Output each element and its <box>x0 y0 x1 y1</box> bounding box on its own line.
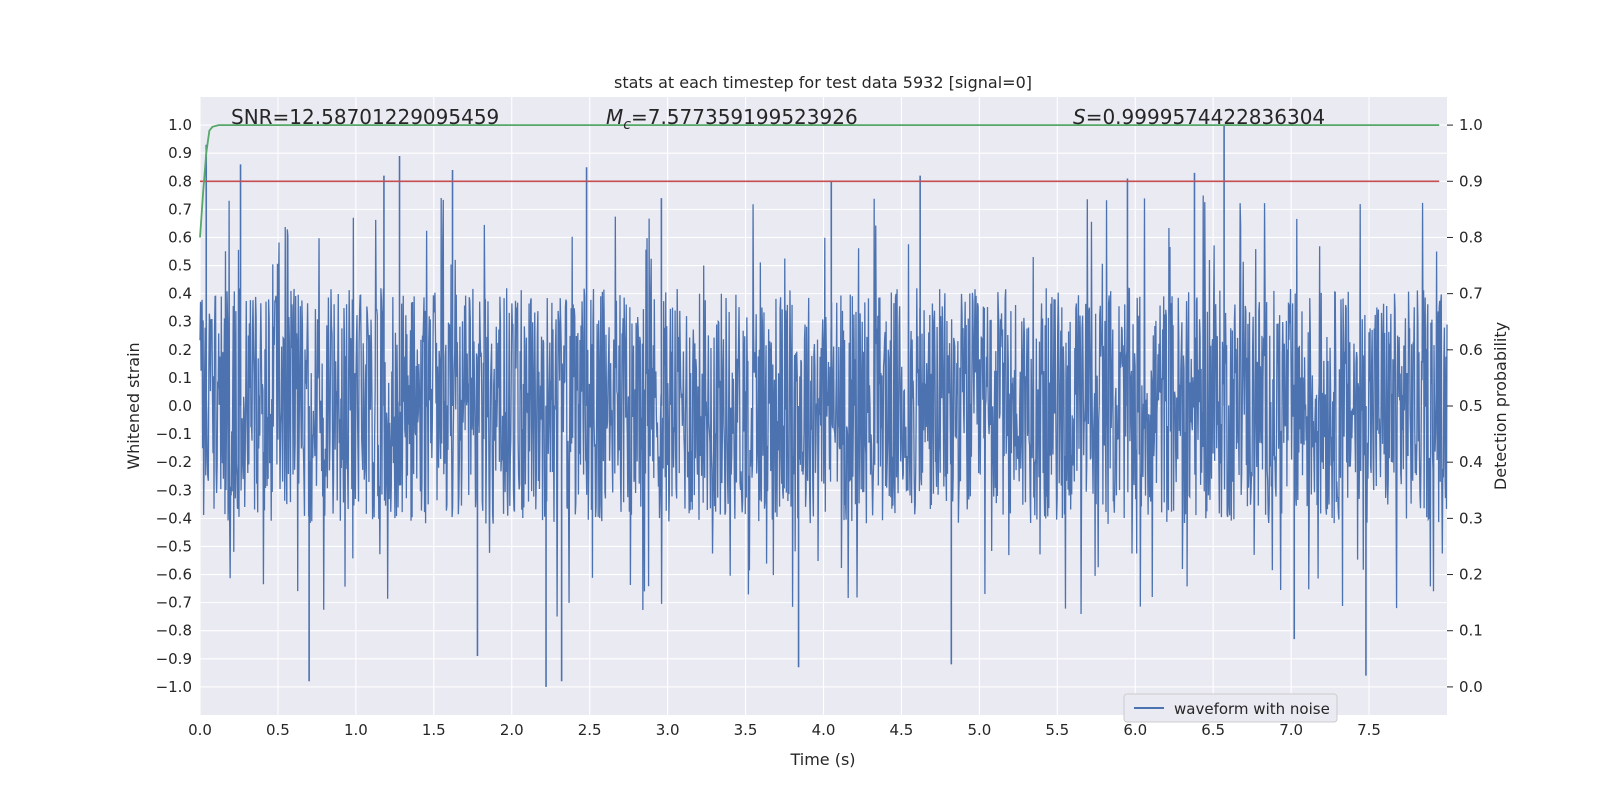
y-left-tick-label: 0.9 <box>168 144 192 162</box>
y-left-tick-label: 0.2 <box>168 341 192 359</box>
y-left-tick-label: 0.5 <box>168 257 192 275</box>
x-tick-label: 2.5 <box>578 721 602 739</box>
chirp-mass-subscript: c <box>623 117 631 133</box>
y-left-tick-label: −0.7 <box>156 594 192 612</box>
y-right-tick-label: 0.4 <box>1459 453 1483 471</box>
x-tick-label: 0.0 <box>188 721 212 739</box>
y-right-tick-label: 0.7 <box>1459 285 1483 303</box>
x-tick-label: 0.5 <box>266 721 290 739</box>
y-left-tick-label: −1.0 <box>156 678 192 696</box>
y-left-tick-label: −0.3 <box>156 481 192 499</box>
y-right-tick-label: 0.0 <box>1459 678 1483 696</box>
x-tick-label: 5.5 <box>1045 721 1069 739</box>
y-left-tick-label: −0.4 <box>156 509 192 527</box>
x-axis-ticks: 0.0 0.5 1.0 1.5 2.0 2.5 3.0 3.5 4.0 4.5 5.0 5.5 6.0 6… <box>188 721 1381 739</box>
x-tick-label: 5.0 <box>967 721 991 739</box>
x-tick-label: 4.5 <box>890 721 914 739</box>
probability-series <box>199 124 1440 238</box>
x-tick-label: 1.5 <box>422 721 446 739</box>
y-left-tick-label: −0.8 <box>156 622 192 640</box>
x-tick-label: 2.0 <box>500 721 524 739</box>
x-tick-label: 3.0 <box>656 721 680 739</box>
detection-probability-line <box>199 124 1440 238</box>
y-left-axis-label: Whitened strain <box>124 342 143 469</box>
x-axis-label: Time (s) <box>789 750 855 769</box>
y-right-tick-label: 0.1 <box>1459 622 1483 640</box>
y-left-tick-label: 1.0 <box>168 116 192 134</box>
legend: waveform with noise <box>1123 693 1338 723</box>
x-tick-label: 3.5 <box>734 721 758 739</box>
snr-annotation: SNR=12.58701229095459 <box>231 105 499 129</box>
y-left-tick-label: −0.6 <box>156 566 192 584</box>
y-left-tick-label: −0.1 <box>156 425 192 443</box>
y-left-tick-label: −0.9 <box>156 650 192 668</box>
legend-box <box>1123 693 1338 723</box>
y-left-tick-label: −0.5 <box>156 537 192 555</box>
detection-statistic-annotation: S=0.9999574422836304 <box>1073 105 1325 129</box>
chirp-mass-symbol: M <box>606 105 623 129</box>
y-left-tick-label: 0.7 <box>168 200 192 218</box>
y-left-tick-label: 0.0 <box>168 397 192 415</box>
chirp-mass-annotation: Mc=7.577359199523926 <box>606 105 858 133</box>
y-right-tick-label: 1.0 <box>1459 116 1483 134</box>
y-left-tick-label: −0.2 <box>156 453 192 471</box>
y-right-axis-ticks: 1.0 0.9 0.8 0.7 0.6 0.5 0.4 0.3 0.2 0.1 0.0 <box>1447 116 1483 696</box>
x-tick-label: 7.5 <box>1357 721 1381 739</box>
y-left-tick-label: 0.1 <box>168 369 192 387</box>
y-left-tick-label: 0.8 <box>168 172 192 190</box>
y-right-tick-label: 0.9 <box>1459 172 1483 190</box>
x-tick-label: 6.5 <box>1201 721 1225 739</box>
y-right-tick-label: 0.5 <box>1459 397 1483 415</box>
statistic-value: =0.9999574422836304 <box>1086 105 1325 129</box>
chirp-mass-value: =7.577359199523926 <box>631 105 858 129</box>
waveform-line <box>199 195 1448 617</box>
waveform-series <box>199 125 1448 687</box>
x-tick-label: 7.0 <box>1279 721 1303 739</box>
y-left-tick-label: 0.6 <box>168 228 192 246</box>
y-right-tick-label: 0.2 <box>1459 566 1483 584</box>
x-tick-label: 1.0 <box>344 721 368 739</box>
y-left-tick-label: 0.3 <box>168 313 192 331</box>
chart-title: stats at each timestep for test data 593… <box>614 73 1032 92</box>
y-left-tick-label: 0.4 <box>168 285 192 303</box>
y-right-tick-label: 0.6 <box>1459 341 1483 359</box>
y-right-tick-label: 0.8 <box>1459 228 1483 246</box>
y-left-axis-ticks: 1.0 0.9 0.8 0.7 0.6 0.5 0.4 0.3 0.2 0.1 0.0 −0.1 −0.… <box>156 116 192 696</box>
statistic-symbol: S <box>1073 105 1086 129</box>
y-right-tick-label: 0.3 <box>1459 509 1483 527</box>
x-tick-label: 4.0 <box>812 721 836 739</box>
legend-waveform-label: waveform with noise <box>1174 700 1330 718</box>
x-tick-label: 6.0 <box>1123 721 1147 739</box>
y-right-axis-label: Detection probability <box>1491 322 1510 490</box>
